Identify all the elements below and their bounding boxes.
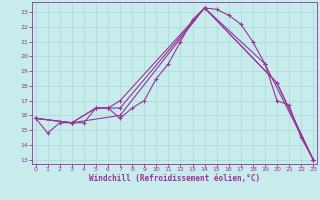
X-axis label: Windchill (Refroidissement éolien,°C): Windchill (Refroidissement éolien,°C) bbox=[89, 174, 260, 183]
